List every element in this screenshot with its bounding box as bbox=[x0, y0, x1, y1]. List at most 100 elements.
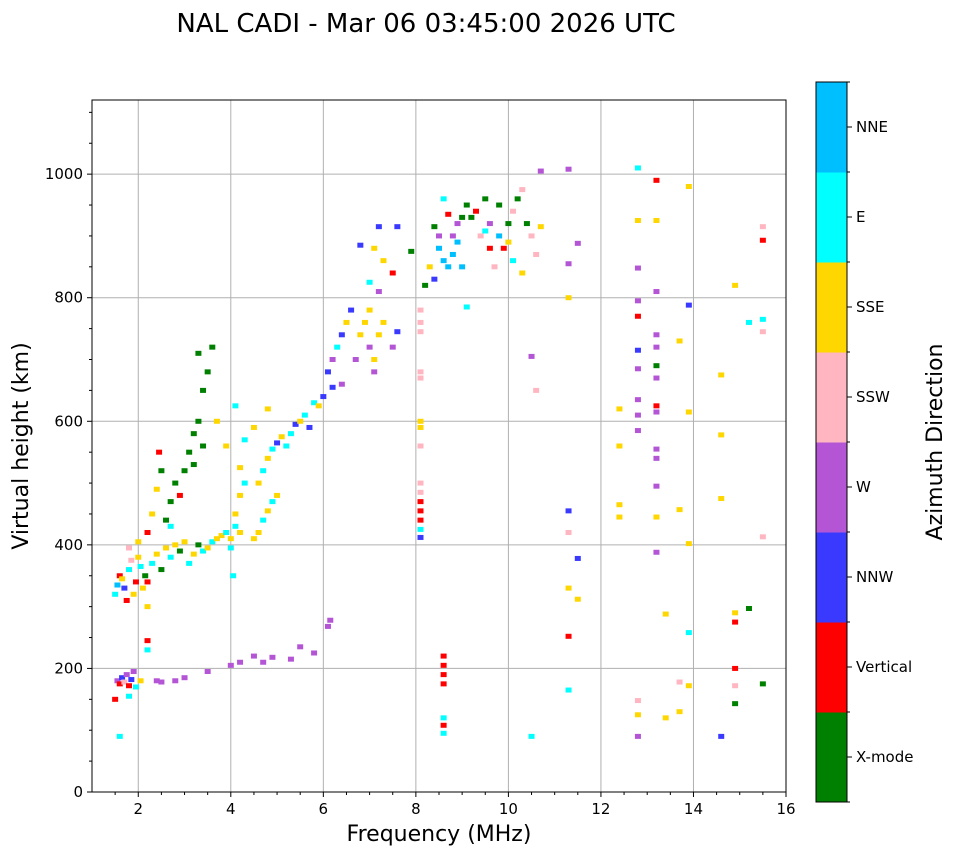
data-point bbox=[297, 418, 304, 424]
colorbar-tick-label: SSW bbox=[856, 388, 890, 406]
colorbar-tick-label: W bbox=[856, 478, 871, 496]
data-point bbox=[181, 468, 188, 474]
data-point bbox=[514, 196, 521, 202]
data-point bbox=[172, 542, 179, 548]
data-point bbox=[218, 533, 225, 539]
data-point bbox=[144, 647, 151, 653]
data-point bbox=[565, 585, 572, 591]
data-point bbox=[158, 679, 165, 685]
data-point bbox=[232, 403, 239, 409]
data-point bbox=[565, 261, 572, 267]
data-point bbox=[718, 372, 725, 378]
data-point bbox=[537, 168, 544, 174]
data-point bbox=[250, 424, 257, 430]
data-point bbox=[496, 202, 503, 208]
data-point bbox=[634, 347, 641, 353]
data-point bbox=[121, 679, 128, 685]
data-point bbox=[204, 545, 211, 551]
data-point bbox=[440, 730, 447, 736]
data-point bbox=[195, 542, 202, 548]
data-point bbox=[759, 237, 766, 243]
data-point bbox=[533, 251, 540, 257]
data-point bbox=[292, 421, 299, 427]
data-point bbox=[759, 534, 766, 540]
data-point bbox=[454, 239, 461, 245]
data-point bbox=[676, 709, 683, 715]
data-point bbox=[417, 443, 424, 449]
data-point bbox=[334, 344, 341, 350]
data-point bbox=[505, 221, 512, 227]
data-point bbox=[121, 585, 128, 591]
data-point bbox=[486, 221, 493, 227]
data-point bbox=[440, 662, 447, 668]
y-tick-label: 600 bbox=[54, 412, 83, 430]
data-point bbox=[565, 166, 572, 172]
data-point bbox=[128, 677, 135, 683]
data-point bbox=[232, 523, 239, 529]
data-point bbox=[653, 344, 660, 350]
data-point bbox=[153, 551, 160, 557]
data-point bbox=[505, 239, 512, 245]
data-point bbox=[732, 665, 739, 671]
colorbar-segment-nnw bbox=[816, 532, 847, 623]
data-point bbox=[528, 733, 535, 739]
data-point bbox=[482, 196, 489, 202]
data-point bbox=[732, 610, 739, 616]
data-point bbox=[324, 369, 331, 375]
data-point bbox=[190, 551, 197, 557]
data-point bbox=[130, 669, 137, 675]
data-point bbox=[132, 684, 139, 690]
data-point bbox=[149, 560, 156, 566]
data-point bbox=[144, 530, 151, 535]
data-point bbox=[417, 418, 424, 424]
data-point bbox=[417, 517, 424, 523]
data-point bbox=[616, 514, 623, 520]
data-point bbox=[128, 557, 135, 563]
data-point bbox=[431, 276, 438, 282]
data-point bbox=[200, 548, 207, 554]
data-point bbox=[468, 214, 475, 220]
data-point bbox=[269, 499, 276, 505]
data-point bbox=[634, 428, 641, 434]
data-point bbox=[533, 387, 540, 393]
data-point bbox=[116, 573, 123, 579]
data-point bbox=[264, 406, 271, 412]
data-point bbox=[496, 233, 503, 239]
data-point bbox=[274, 440, 281, 446]
data-point bbox=[167, 554, 174, 560]
colorbar-segment-e bbox=[816, 172, 847, 263]
data-point bbox=[230, 573, 237, 579]
data-point bbox=[149, 511, 156, 517]
data-point bbox=[616, 443, 623, 449]
data-point bbox=[440, 653, 447, 659]
data-point bbox=[574, 555, 581, 561]
data-point bbox=[634, 313, 641, 319]
data-point bbox=[227, 662, 234, 668]
data-point bbox=[616, 502, 623, 508]
data-point bbox=[634, 397, 641, 403]
data-point bbox=[338, 381, 345, 387]
data-point bbox=[653, 446, 660, 452]
data-point bbox=[366, 307, 373, 313]
data-point bbox=[126, 545, 133, 551]
data-point bbox=[454, 221, 461, 227]
data-point bbox=[375, 289, 382, 295]
data-point bbox=[227, 536, 234, 542]
data-point bbox=[759, 681, 766, 687]
data-point bbox=[264, 508, 271, 514]
data-point bbox=[565, 295, 572, 301]
data-point bbox=[181, 675, 188, 681]
data-point bbox=[491, 264, 498, 270]
x-tick-label: 12 bbox=[591, 800, 610, 818]
colorbar-tick-label: SSE bbox=[856, 298, 885, 316]
data-point bbox=[653, 483, 660, 489]
data-point bbox=[274, 492, 281, 498]
data-point bbox=[732, 683, 739, 689]
data-point bbox=[676, 507, 683, 513]
data-point bbox=[685, 683, 692, 689]
data-point bbox=[653, 514, 660, 520]
data-point bbox=[237, 659, 244, 665]
colorbar-tick-label: X-mode bbox=[856, 748, 913, 766]
data-point bbox=[389, 270, 396, 276]
